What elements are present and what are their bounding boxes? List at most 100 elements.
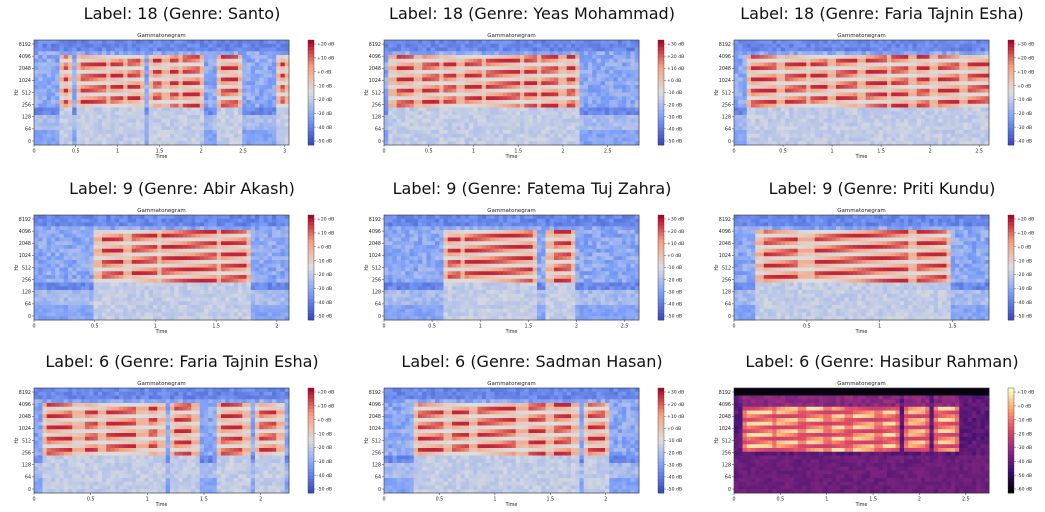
spectrogram-panel: Label: 6 (Genre: Faria Tajnin Esha)Gamma… — [12, 352, 352, 512]
x-axis-label: Time — [155, 502, 168, 508]
colorbar-tick-label: -40 dB — [667, 127, 682, 133]
x-tick-label: 1 — [878, 324, 881, 330]
y-tick-label: 2048 — [369, 241, 381, 247]
y-tick-label: 64 — [375, 302, 381, 308]
colorbar-tick-label: +0 dB — [1017, 404, 1031, 410]
x-tick-label: 2.5 — [621, 324, 629, 330]
y-tick-label: 512 — [722, 265, 731, 271]
x-axis-label: Time — [155, 154, 168, 160]
y-tick-label: 1024 — [19, 253, 31, 259]
y-axis-label: Hz — [714, 437, 720, 444]
plot-title: Gammatonegram — [837, 208, 886, 214]
colorbar-tick-label: -40 dB — [317, 125, 332, 131]
gammatonegram-plot: Gammatonegram819240962048102451225612864… — [712, 4, 1045, 164]
y-tick-label: 4096 — [369, 229, 381, 235]
y-tick-label: 128 — [22, 463, 31, 469]
x-tick-label: 1 — [154, 324, 157, 330]
y-tick-label: 8192 — [719, 42, 731, 48]
colorbar-tick-label: -40 dB — [667, 302, 682, 308]
x-tick-label: 1.5 — [525, 324, 533, 330]
gammatonegram-plot: Gammatonegram819240962048102451225612864… — [12, 179, 352, 339]
y-tick-label: 2048 — [19, 66, 31, 72]
y-tick-label: 256 — [22, 450, 31, 456]
x-tick-label: 1.5 — [514, 149, 522, 155]
y-tick-label: 1024 — [719, 253, 731, 259]
y-tick-label: 0 — [728, 139, 731, 145]
plot-title: Gammatonegram — [487, 208, 536, 214]
y-tick-label: 1024 — [19, 426, 31, 432]
colorbar-tick-label: -30 dB — [1017, 445, 1032, 451]
x-tick-label: 0 — [732, 149, 735, 155]
y-tick-label: 1024 — [369, 253, 381, 259]
colorbar-tick-label: +10 dB — [1017, 390, 1034, 396]
colorbar-tick-label: -20 dB — [667, 277, 682, 283]
y-tick-label: 4096 — [719, 402, 731, 408]
x-tick-label: 0 — [382, 324, 385, 330]
y-tick-label: 128 — [372, 290, 381, 296]
y-axis-label: Hz — [364, 264, 370, 271]
y-tick-label: 1024 — [719, 78, 731, 84]
colorbar-tick-label: +0 dB — [317, 69, 331, 75]
colorbar — [308, 40, 314, 145]
colorbar-tick-label: -10 dB — [667, 438, 682, 444]
y-tick-label: 512 — [722, 90, 731, 96]
colorbar-tick-label: -10 dB — [1017, 417, 1032, 423]
colorbar-tick-label: +10 dB — [317, 231, 334, 237]
colorbar-tick-label: +20 dB — [667, 402, 684, 408]
y-axis-label: Hz — [364, 89, 370, 96]
colorbar-tick-label: -50 dB — [1017, 473, 1032, 479]
y-tick-label: 128 — [372, 463, 381, 469]
plot-title: Gammatonegram — [837, 381, 886, 387]
y-tick-label: 512 — [722, 438, 731, 444]
colorbar — [1008, 215, 1014, 320]
colorbar-tick-label: -10 dB — [667, 90, 682, 96]
y-tick-label: 256 — [372, 450, 381, 456]
colorbar-tick-label: +10 dB — [667, 66, 684, 72]
x-tick-label: 0.5 — [72, 149, 80, 155]
y-tick-label: 64 — [375, 127, 381, 133]
heatmap-cells — [384, 388, 639, 493]
colorbar-tick-label: +0 dB — [317, 244, 331, 250]
colorbar-tick-label: +20 dB — [1017, 56, 1034, 62]
y-tick-label: 0 — [728, 314, 731, 320]
y-tick-label: 1024 — [719, 426, 731, 432]
colorbar-tick-label: -20 dB — [317, 97, 332, 103]
plot-title: Gammatonegram — [837, 33, 886, 39]
y-tick-label: 8192 — [369, 390, 381, 396]
y-tick-label: 128 — [722, 290, 731, 296]
y-tick-label: 1024 — [369, 426, 381, 432]
y-tick-label: 512 — [372, 90, 381, 96]
x-tick-label: 1 — [472, 149, 475, 155]
heatmap-cells — [384, 215, 639, 320]
y-tick-label: 2048 — [369, 66, 381, 72]
y-tick-label: 256 — [722, 102, 731, 108]
y-tick-label: 512 — [372, 438, 381, 444]
y-tick-label: 64 — [375, 475, 381, 481]
y-tick-label: 512 — [22, 438, 31, 444]
y-tick-label: 0 — [28, 314, 31, 320]
y-tick-label: 2048 — [719, 241, 731, 247]
gammatonegram-plot: Gammatonegram819240962048102451225612864… — [712, 179, 1045, 339]
heatmap-cells — [34, 215, 289, 320]
y-tick-label: 8192 — [19, 42, 31, 48]
x-tick-label: 0 — [32, 324, 35, 330]
y-tick-label: 256 — [22, 277, 31, 283]
colorbar — [1008, 388, 1014, 493]
x-tick-label: 1 — [116, 149, 119, 155]
colorbar-tick-label: -20 dB — [317, 272, 332, 278]
colorbar-tick-label: -50 dB — [317, 139, 332, 145]
y-tick-label: 8192 — [19, 217, 31, 223]
y-axis-label: Hz — [364, 437, 370, 444]
x-tick-label: 0.5 — [428, 324, 436, 330]
y-tick-label: 4096 — [19, 54, 31, 60]
x-axis-label: Time — [505, 502, 518, 508]
y-axis-label: Hz — [714, 89, 720, 96]
x-axis-label: Time — [505, 329, 518, 335]
x-tick-label: 2 — [200, 149, 203, 155]
x-tick-label: 0 — [732, 324, 735, 330]
spectrogram-panel: Label: 6 (Genre: Sadman Hasan)Gammatoneg… — [362, 352, 702, 512]
colorbar-tick-label: +30 dB — [667, 217, 684, 223]
plot-title: Gammatonegram — [137, 381, 186, 387]
colorbar-tick-label: -10 dB — [1017, 97, 1032, 103]
